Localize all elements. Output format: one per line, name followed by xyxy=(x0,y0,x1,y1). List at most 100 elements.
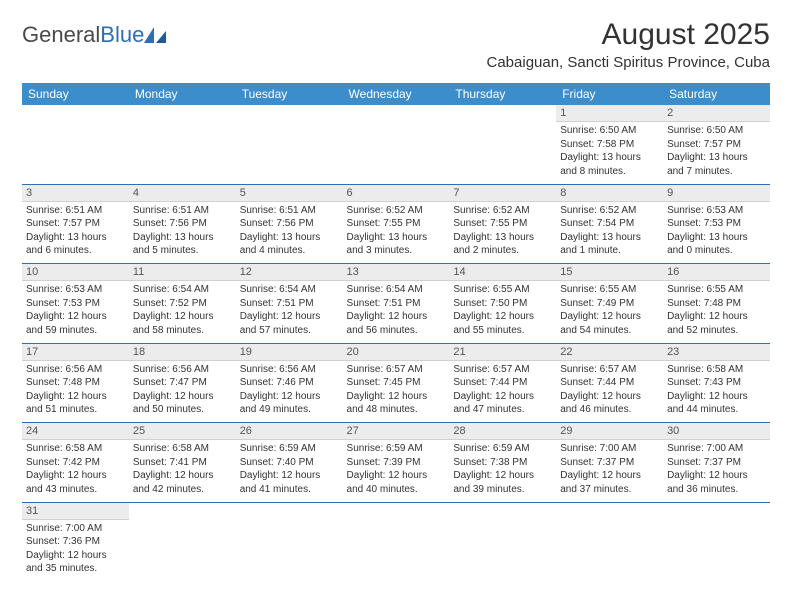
sunset-line: Sunset: 7:39 PM xyxy=(347,456,446,470)
day-cell: Sunrise: 6:54 AMSunset: 7:52 PMDaylight:… xyxy=(129,281,236,343)
sunrise-line: Sunrise: 6:58 AM xyxy=(133,442,232,456)
daynum-cell: 15 xyxy=(556,264,663,282)
daynum-cell: 14 xyxy=(449,264,556,282)
daynum-cell: 31 xyxy=(22,502,129,520)
sunset-line: Sunset: 7:50 PM xyxy=(453,297,552,311)
daynum-cell: 11 xyxy=(129,264,236,282)
content-row: Sunrise: 6:53 AMSunset: 7:53 PMDaylight:… xyxy=(22,281,770,343)
daynum-cell: 20 xyxy=(343,343,450,361)
sunset-line: Sunset: 7:54 PM xyxy=(560,217,659,231)
daylight-line: Daylight: 12 hours and 57 minutes. xyxy=(240,310,339,337)
day-number: 9 xyxy=(663,185,770,202)
daylight-line: Daylight: 13 hours and 2 minutes. xyxy=(453,231,552,258)
daynum-cell: 27 xyxy=(343,423,450,441)
daynum-row: 3456789 xyxy=(22,184,770,202)
day-cell: Sunrise: 6:50 AMSunset: 7:57 PMDaylight:… xyxy=(663,122,770,184)
daynum-row: 10111213141516 xyxy=(22,264,770,282)
daynum-cell: 25 xyxy=(129,423,236,441)
sunrise-line: Sunrise: 6:51 AM xyxy=(240,204,339,218)
day-number: 27 xyxy=(343,423,450,440)
day-number: 1 xyxy=(556,105,663,122)
daynum-cell: 1 xyxy=(556,105,663,122)
daynum-cell: 18 xyxy=(129,343,236,361)
day-header: Wednesday xyxy=(343,83,450,105)
day-cell: Sunrise: 6:55 AMSunset: 7:49 PMDaylight:… xyxy=(556,281,663,343)
sunset-line: Sunset: 7:57 PM xyxy=(667,138,766,152)
sunrise-line: Sunrise: 6:53 AM xyxy=(667,204,766,218)
daynum-cell xyxy=(556,502,663,520)
sunset-line: Sunset: 7:47 PM xyxy=(133,376,232,390)
daylight-line: Daylight: 12 hours and 41 minutes. xyxy=(240,469,339,496)
daylight-line: Daylight: 12 hours and 39 minutes. xyxy=(453,469,552,496)
logo-word-2: Blue xyxy=(100,22,144,47)
sunset-line: Sunset: 7:37 PM xyxy=(560,456,659,470)
content-row: Sunrise: 7:00 AMSunset: 7:36 PMDaylight:… xyxy=(22,520,770,584)
day-cell: Sunrise: 6:57 AMSunset: 7:44 PMDaylight:… xyxy=(556,361,663,423)
day-cell: Sunrise: 6:54 AMSunset: 7:51 PMDaylight:… xyxy=(343,281,450,343)
sunrise-line: Sunrise: 6:55 AM xyxy=(453,283,552,297)
content-row: Sunrise: 6:56 AMSunset: 7:48 PMDaylight:… xyxy=(22,361,770,423)
sunrise-line: Sunrise: 6:54 AM xyxy=(347,283,446,297)
daylight-line: Daylight: 12 hours and 36 minutes. xyxy=(667,469,766,496)
sunrise-line: Sunrise: 6:55 AM xyxy=(667,283,766,297)
day-cell: Sunrise: 6:56 AMSunset: 7:46 PMDaylight:… xyxy=(236,361,343,423)
sunrise-line: Sunrise: 6:59 AM xyxy=(347,442,446,456)
day-cell xyxy=(236,520,343,584)
daynum-cell: 30 xyxy=(663,423,770,441)
day-number: 17 xyxy=(22,344,129,361)
sunrise-line: Sunrise: 6:57 AM xyxy=(560,363,659,377)
daynum-cell xyxy=(236,105,343,122)
sunset-line: Sunset: 7:51 PM xyxy=(347,297,446,311)
sunrise-line: Sunrise: 7:00 AM xyxy=(667,442,766,456)
day-header: Saturday xyxy=(663,83,770,105)
day-number: 18 xyxy=(129,344,236,361)
sunset-line: Sunset: 7:55 PM xyxy=(453,217,552,231)
day-number: 13 xyxy=(343,264,450,281)
sunrise-line: Sunrise: 6:57 AM xyxy=(453,363,552,377)
day-cell: Sunrise: 6:56 AMSunset: 7:48 PMDaylight:… xyxy=(22,361,129,423)
day-cell xyxy=(556,520,663,584)
daylight-line: Daylight: 13 hours and 4 minutes. xyxy=(240,231,339,258)
day-cell xyxy=(129,520,236,584)
sunset-line: Sunset: 7:53 PM xyxy=(26,297,125,311)
logo: GeneralBlue xyxy=(22,22,168,48)
daynum-cell: 10 xyxy=(22,264,129,282)
day-cell: Sunrise: 6:51 AMSunset: 7:56 PMDaylight:… xyxy=(236,202,343,264)
day-cell xyxy=(236,122,343,184)
sunrise-line: Sunrise: 6:59 AM xyxy=(453,442,552,456)
day-header-row: SundayMondayTuesdayWednesdayThursdayFrid… xyxy=(22,83,770,105)
sunset-line: Sunset: 7:36 PM xyxy=(26,535,125,549)
sunset-line: Sunset: 7:52 PM xyxy=(133,297,232,311)
daylight-line: Daylight: 12 hours and 48 minutes. xyxy=(347,390,446,417)
daylight-line: Daylight: 13 hours and 8 minutes. xyxy=(560,151,659,178)
sunset-line: Sunset: 7:57 PM xyxy=(26,217,125,231)
daynum-row: 12 xyxy=(22,105,770,122)
day-cell: Sunrise: 6:58 AMSunset: 7:41 PMDaylight:… xyxy=(129,440,236,502)
day-cell: Sunrise: 6:57 AMSunset: 7:45 PMDaylight:… xyxy=(343,361,450,423)
content-row: Sunrise: 6:58 AMSunset: 7:42 PMDaylight:… xyxy=(22,440,770,502)
day-cell xyxy=(449,122,556,184)
daylight-line: Daylight: 12 hours and 59 minutes. xyxy=(26,310,125,337)
sunset-line: Sunset: 7:53 PM xyxy=(667,217,766,231)
daynum-row: 31 xyxy=(22,502,770,520)
day-cell: Sunrise: 6:53 AMSunset: 7:53 PMDaylight:… xyxy=(663,202,770,264)
daylight-line: Daylight: 12 hours and 43 minutes. xyxy=(26,469,125,496)
day-cell: Sunrise: 7:00 AMSunset: 7:37 PMDaylight:… xyxy=(663,440,770,502)
day-number: 12 xyxy=(236,264,343,281)
day-number: 8 xyxy=(556,185,663,202)
day-header: Monday xyxy=(129,83,236,105)
day-cell xyxy=(129,122,236,184)
daynum-cell: 29 xyxy=(556,423,663,441)
sunrise-line: Sunrise: 7:00 AM xyxy=(560,442,659,456)
sunrise-line: Sunrise: 7:00 AM xyxy=(26,522,125,536)
sunset-line: Sunset: 7:56 PM xyxy=(240,217,339,231)
daynum-cell: 16 xyxy=(663,264,770,282)
daynum-cell xyxy=(129,502,236,520)
day-number: 15 xyxy=(556,264,663,281)
daynum-cell: 2 xyxy=(663,105,770,122)
daynum-cell: 7 xyxy=(449,184,556,202)
sunrise-line: Sunrise: 6:56 AM xyxy=(26,363,125,377)
sunrise-line: Sunrise: 6:50 AM xyxy=(560,124,659,138)
daylight-line: Daylight: 12 hours and 55 minutes. xyxy=(453,310,552,337)
day-number: 25 xyxy=(129,423,236,440)
